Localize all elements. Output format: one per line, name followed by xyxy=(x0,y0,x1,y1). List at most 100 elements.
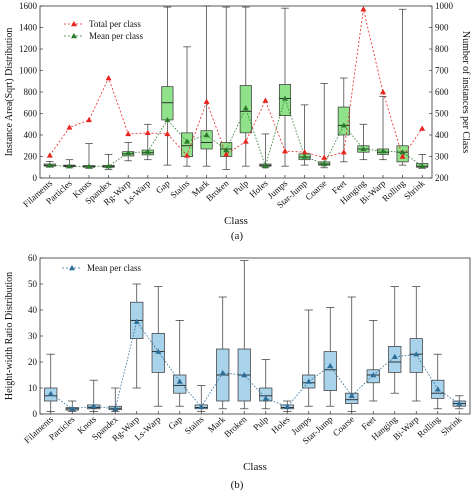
y-right-tick-label: 400 xyxy=(435,130,449,140)
x-axis-label: Class xyxy=(224,215,248,227)
y-axis-label: Height-width Ratio Distribution xyxy=(4,272,15,400)
series-point-0 xyxy=(284,403,291,409)
box-body xyxy=(161,86,174,121)
series-point-0 xyxy=(203,98,210,104)
y-right-tick-label: 1000 xyxy=(435,1,454,11)
x-tick-label: Holes xyxy=(247,178,270,200)
box-gap xyxy=(173,320,187,407)
series-point-1 xyxy=(105,163,112,169)
series-point-0 xyxy=(66,124,73,130)
series-point-1 xyxy=(164,116,171,123)
series-point-0 xyxy=(112,405,119,411)
y-right-tick-label: 200 xyxy=(435,173,449,183)
legend-entry: Mean per class xyxy=(89,31,143,41)
box-holes xyxy=(259,133,272,168)
series-point-0 xyxy=(90,403,97,409)
x-tick-label: Stains xyxy=(168,178,191,200)
x-tick-label: Pulp xyxy=(251,414,270,433)
series-point-1 xyxy=(66,163,73,169)
y-right-tick-label: 600 xyxy=(435,87,449,97)
series-point-0 xyxy=(86,116,92,123)
box-rolling xyxy=(431,353,445,410)
box-broken xyxy=(220,6,233,170)
series-point-0 xyxy=(262,97,269,103)
x-tick-label: Stains xyxy=(183,414,206,436)
series-point-1 xyxy=(144,148,151,154)
box-mark xyxy=(216,296,230,410)
series-point-1 xyxy=(399,149,406,155)
box-body xyxy=(173,374,187,394)
series-point-0 xyxy=(223,151,230,157)
chart-b: 0102030405060FilamentsParticlesKnotsSpan… xyxy=(4,253,471,473)
series-point-1 xyxy=(242,105,249,111)
y-tick-label: 600 xyxy=(24,109,38,119)
series-line-0 xyxy=(49,9,423,158)
y-tick-label: 1600 xyxy=(19,1,38,11)
series-point-0 xyxy=(380,89,386,95)
series-point-1 xyxy=(282,95,288,101)
series-point-1 xyxy=(125,149,132,155)
box-rg-warp xyxy=(130,283,144,389)
series-point-0 xyxy=(105,75,112,81)
legend-swatch-marker xyxy=(71,21,77,27)
box-pulp xyxy=(259,359,273,410)
box-bi-warp xyxy=(409,286,423,402)
series-point-0 xyxy=(241,372,248,378)
box-jumps xyxy=(302,309,316,407)
box-broken xyxy=(237,260,251,410)
y-tick-label: 400 xyxy=(24,130,38,140)
box-star-jump xyxy=(323,307,337,407)
series-point-0 xyxy=(399,153,406,159)
series-point-0 xyxy=(434,386,441,392)
y-right-tick-label: 300 xyxy=(435,152,449,162)
x-axis-label: Class xyxy=(243,461,267,473)
series-point-0 xyxy=(164,130,171,137)
y-tick-label: 1400 xyxy=(19,23,38,33)
box-jumps xyxy=(278,7,292,167)
x-tick-label: Coarse xyxy=(331,414,356,438)
series-point-0 xyxy=(282,148,288,154)
y-tick-label: 1000 xyxy=(19,66,38,76)
x-tick-label: Shrink xyxy=(439,414,464,438)
x-tick-label: Filaments xyxy=(22,414,55,446)
y-tick-label: 30 xyxy=(28,331,38,341)
y-right-tick-label: 500 xyxy=(435,109,449,119)
series-point-1 xyxy=(203,132,210,138)
series-point-0 xyxy=(413,351,420,357)
series-point-0 xyxy=(69,405,76,411)
series-point-0 xyxy=(360,6,367,12)
y-tick-label: 0 xyxy=(33,409,38,419)
series-point-0 xyxy=(155,348,162,354)
box-mark xyxy=(200,5,213,167)
box-ls-warp xyxy=(141,123,154,161)
plot-frame xyxy=(39,257,471,415)
series-point-0 xyxy=(305,378,312,384)
series-point-0 xyxy=(321,154,328,160)
series-point-0 xyxy=(391,353,398,359)
series-point-0 xyxy=(456,400,463,406)
y-tick-label: 10 xyxy=(28,383,38,393)
legend-entry: Mean per class xyxy=(87,263,141,273)
legend-entry: Total per class xyxy=(89,19,141,29)
y-tick-label: 40 xyxy=(28,305,38,315)
series-point-1 xyxy=(360,145,367,152)
box-feet xyxy=(366,320,380,402)
series-point-1 xyxy=(223,147,230,153)
y-tick-label: 800 xyxy=(24,87,38,97)
series-point-0 xyxy=(242,138,249,144)
series-point-0 xyxy=(327,362,334,369)
y-tick-label: 0 xyxy=(33,173,38,183)
y-axis-label: Instance Area(Sqrt) Distribution xyxy=(4,28,15,157)
series-point-0 xyxy=(219,369,226,376)
chart-a: 0 200 400 600 800 1000 1200 1400 1600 200 300 400 50… xyxy=(4,1,471,227)
legend: Mean per class xyxy=(62,263,141,273)
box-gap xyxy=(161,6,174,166)
panel-label-a: (a) xyxy=(230,230,244,242)
series-point-0 xyxy=(176,378,183,384)
box-stains xyxy=(180,46,194,167)
series-point-1 xyxy=(86,163,92,169)
x-tick-label: Broken xyxy=(204,178,231,203)
y-right-tick-label: 900 xyxy=(435,23,449,33)
series-point-0 xyxy=(419,125,426,131)
series-point-0 xyxy=(184,152,190,158)
